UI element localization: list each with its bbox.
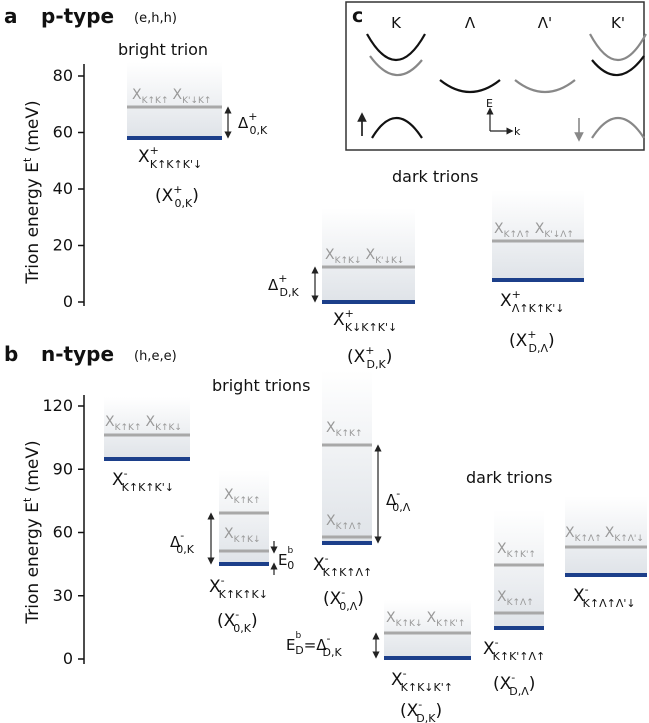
panel-a-config: (e,h,h) (134, 11, 177, 26)
panel-b-tick-label: 0 (63, 649, 73, 668)
valence-band-k (371, 117, 423, 139)
trion-b4-alias: (X-D,K) (400, 698, 442, 723)
panel-b-ticks: 0 30 60 90 120 (42, 396, 84, 668)
panel-b-letter: b (4, 342, 18, 366)
trion-a3-box (492, 190, 584, 280)
axis-k-label: k (514, 125, 521, 138)
trion-b2-delta: Δ-0,K (170, 529, 195, 556)
dark-trions-label-b: dark trions (466, 468, 552, 487)
bright-trions-label: bright trions (212, 376, 310, 395)
trion-a1-box (127, 62, 222, 138)
panel-a: a p-type (e,h,h) 0 20 40 60 80 Trion energy … (4, 4, 584, 371)
trion-b4-box (384, 600, 471, 659)
trion-b5-alias: (X-D,Λ) (493, 671, 535, 698)
trion-b3-alias: (X-0,Λ) (323, 586, 364, 613)
panel-a-tick-label: 80 (53, 66, 73, 85)
trion-b1-name: X-K↑K↑K'↓ (112, 467, 174, 494)
valley-label-lambda: Λ (465, 14, 476, 32)
trion-a2-delta: Δ+ D,K (268, 272, 299, 299)
trion-b6-name: X-K↑Λ↑Λ'↓ (573, 583, 636, 610)
trion-b3-gray-label-b: XK↑Λ↑ (326, 513, 363, 532)
trion-b5-name: X-K↑K'↑Λ↑ (483, 636, 545, 663)
trion-b6-gray-label: XK↑Λ↑ XK↑Λ'↓ (565, 525, 644, 544)
trion-b2-gray-label-b: XK↑K↓ (224, 526, 260, 545)
valence-band-kp (591, 117, 645, 139)
band-kp-lower (591, 55, 645, 77)
band-lambda-prime (514, 79, 576, 93)
trion-b2-name: X-K↑K↑K↓ (209, 574, 268, 601)
trion-a1-alias: (X+ 0,K) (155, 183, 199, 210)
trion-b5-box (494, 510, 544, 628)
trion-a2-box (322, 208, 415, 302)
panel-a-letter: a (4, 4, 18, 28)
panel-b-tick-label: 30 (53, 586, 73, 605)
trion-b1-box (104, 397, 190, 459)
trion-a3-gray-label: XK↑Λ↑ XK'↓Λ↑ (494, 221, 574, 240)
panel-b-heading: n-type (41, 342, 114, 366)
trion-b5-gray-label-a: XK↑K'↑ (497, 541, 536, 560)
trion-a2-alias: (X+ D,K) (347, 344, 392, 371)
valley-label-lambda-prime: Λ' (538, 14, 552, 32)
trion-a3-alias: (X+ D,Λ) (509, 328, 555, 355)
band-k-lower (369, 55, 423, 77)
panel-a-tick-label: 40 (53, 179, 73, 198)
panel-b-tick-label: 120 (42, 396, 73, 415)
trion-b4-ed-label: Eb D=Δ-D,K (286, 631, 342, 659)
trion-b3-box (322, 370, 372, 543)
panel-a-tick-label: 60 (53, 123, 73, 142)
trion-a1-delta: Δ+ 0,K (238, 110, 268, 137)
panel-b-tick-label: 90 (53, 459, 73, 478)
trion-b3-delta: Δ-0,Λ (386, 487, 411, 514)
trion-b3-name: X-K↑K↑Λ↑ (313, 552, 372, 579)
dark-trions-label-a: dark trions (392, 167, 478, 186)
axis-e-label: E (486, 97, 493, 110)
valley-label-k-prime: K' (611, 14, 625, 32)
trion-a2-gray-label: XK↑K↓ XK'↓K↓ (325, 247, 404, 266)
panel-c-letter: c (352, 5, 363, 27)
trion-b2-gray-label-a: XK↑K↑ (224, 487, 260, 506)
trion-b6-box (565, 496, 647, 575)
trion-b5-gray-label-b: XK↑Λ↑ (497, 589, 534, 608)
trion-b2-e0-label: Eb 0 (278, 546, 294, 572)
band-k-upper (366, 33, 426, 62)
trion-b1-gray-label: XK↑K↑ XK↑K↓ (105, 414, 182, 433)
panel-b-config: (h,e,e) (134, 349, 177, 364)
trion-b4-name: X-K↑K↓K'↑ (391, 667, 453, 694)
panel-b-tick-label: 60 (53, 523, 73, 542)
trion-b2-alias: (X-0,K) (217, 608, 258, 635)
panel-a-tick-label: 20 (53, 236, 73, 255)
band-lambda (439, 79, 501, 93)
panel-a-axis-label: Trion energy Et (meV) (21, 100, 43, 284)
panel-a-heading: p-type (41, 4, 114, 28)
panel-b-axis-label: Trion energy Et (meV) (21, 440, 43, 624)
valley-label-k: K (391, 14, 402, 32)
panel-a-ticks: 0 20 40 60 80 (53, 66, 84, 311)
band-kp-upper (589, 33, 647, 62)
panel-c: c K Λ Λ' K' E k (345, 1, 647, 151)
trion-a1-name: X+ K↑K↑K'↓ (138, 144, 202, 171)
trion-b2-box (219, 470, 269, 564)
trion-a1-gray-label: XK↑K↑ XK'↓K↑ (132, 87, 211, 106)
bright-trion-label: bright trion (118, 40, 208, 59)
trion-b3-gray-label-a: XK↑K↑ (326, 420, 362, 439)
trion-a2-name: X+ K↓K↑K'↓ (333, 307, 397, 334)
panel-b: b n-type (h,e,e) 0 30 60 90 120 Trion energy… (4, 342, 647, 723)
trion-b4-gray-label: XK↑K↓ XK↑K'↑ (386, 610, 465, 629)
panel-a-tick-label: 0 (63, 292, 73, 311)
trion-a3-name: X+ Λ↑K↑K'↓ (500, 288, 565, 315)
